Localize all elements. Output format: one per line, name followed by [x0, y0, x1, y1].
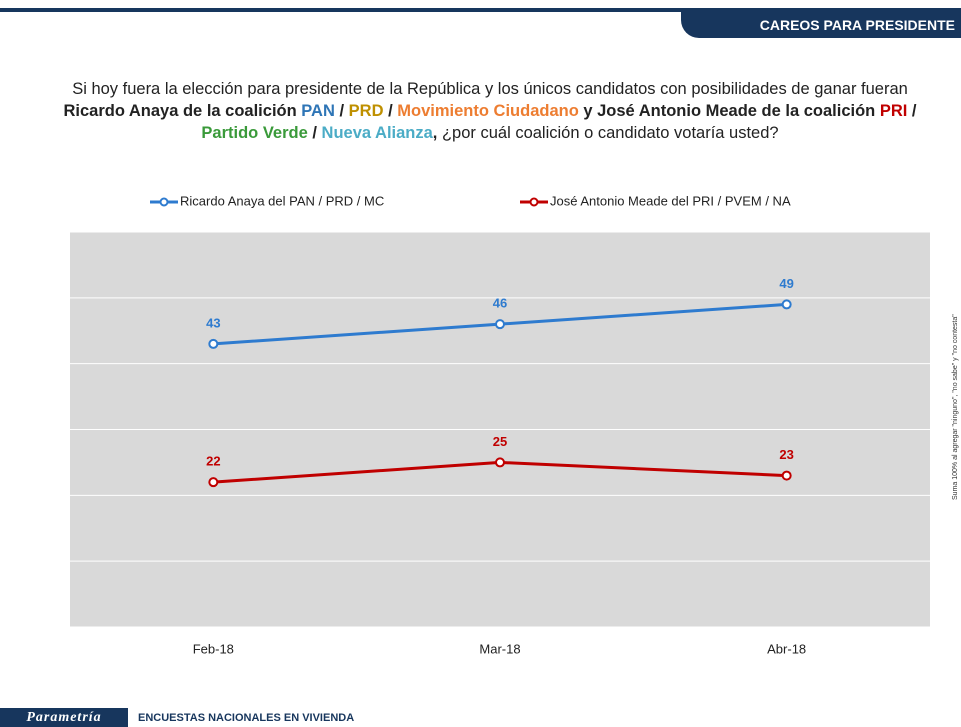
data-point: [495, 457, 505, 468]
data-label: 25: [493, 434, 507, 449]
question-part: /: [307, 124, 322, 142]
question-part: Movimiento Ciudadano: [397, 102, 579, 120]
question-part: Si hoy fuera la elección para presidente…: [72, 80, 908, 98]
header: CAREOS PARA PRESIDENTE: [681, 8, 961, 38]
question-part: ¿por cuál coalición o candidato votaría …: [441, 124, 779, 142]
question-part: /: [907, 102, 917, 120]
data-point: [781, 299, 792, 310]
data-label: 46: [493, 296, 507, 311]
legend-marker: [159, 197, 169, 207]
data-point: [208, 477, 219, 488]
legend-marker: [529, 197, 539, 207]
question-part: Partido Verde: [201, 124, 308, 142]
legend-label: José Antonio Meade del PRI / PVEM / NA: [550, 193, 791, 208]
question-part: y José Antonio Meade de la coalición: [578, 102, 880, 120]
data-label: 49: [779, 276, 793, 291]
data-point: [495, 319, 505, 330]
question-part: Nueva Alianza: [321, 124, 433, 142]
question-part: PRI: [879, 102, 908, 120]
x-tick-label: Abr-18: [767, 641, 806, 656]
side-note: Suma 100% al agregar "ninguno", "no sabe…: [952, 314, 959, 500]
question-part: PRD: [348, 102, 384, 120]
question-part: ,: [432, 124, 442, 142]
data-point: [208, 338, 219, 349]
data-label: 23: [779, 447, 793, 462]
data-label: 43: [206, 315, 220, 330]
top-bar: [0, 8, 700, 12]
question-part: /: [334, 102, 349, 120]
data-label: 22: [206, 454, 220, 469]
question-part: PAN: [301, 102, 335, 120]
question-part: /: [383, 102, 398, 120]
legend-label: Ricardo Anaya del PAN / PRD / MC: [180, 193, 384, 208]
question: Si hoy fuera la elección para presidente…: [50, 78, 930, 144]
footer-text: ENCUESTAS NACIONALES EN VIVIENDA: [138, 712, 355, 724]
x-tick-label: Feb-18: [193, 641, 234, 656]
x-tick-label: Mar-18: [479, 641, 520, 656]
logo: Parametría: [0, 708, 128, 727]
data-point: [781, 470, 792, 481]
question-part: Ricardo Anaya de la coalición: [63, 102, 302, 120]
